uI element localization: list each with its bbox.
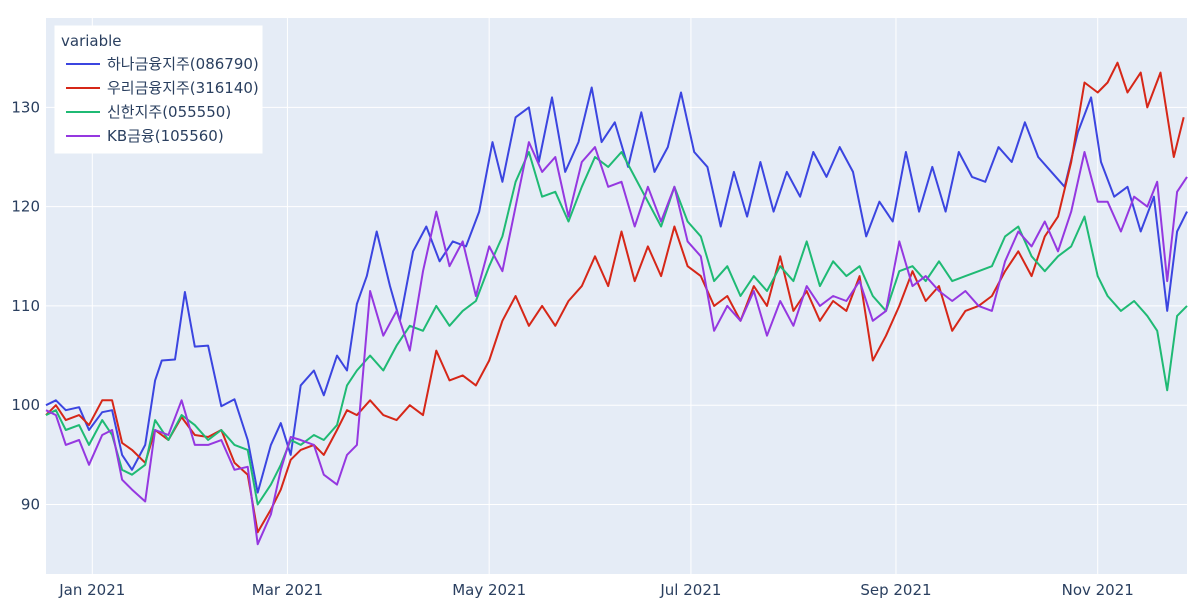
- series-line-1: [45, 61, 1185, 534]
- y-tick-label: 100: [11, 396, 40, 414]
- legend-entry-label[interactable]: KB금융(105560): [107, 127, 224, 145]
- x-tick-label: Nov 2021: [1062, 581, 1134, 599]
- series-lines: [45, 61, 1188, 546]
- legend-entry-label[interactable]: 하나금융지주(086790): [107, 55, 259, 73]
- x-tick-label: Sep 2021: [860, 581, 931, 599]
- y-tick-label: 110: [11, 297, 40, 315]
- x-axis-ticks: Jan 2021 Mar 2021 May 2021 Jul 2021 Sep 2021…: [58, 581, 1134, 599]
- series-line-3: [45, 141, 1188, 546]
- x-tick-label: Jul 2021: [659, 581, 721, 599]
- x-tick-label: May 2021: [452, 581, 526, 599]
- legend[interactable]: variable 하나금융지주(086790) 우리금융지주(316140) 신한지…: [54, 25, 263, 154]
- y-tick-label: 130: [11, 98, 40, 116]
- legend-entry-label[interactable]: 우리금융지주(316140): [107, 79, 259, 97]
- y-tick-label: 120: [11, 198, 40, 216]
- y-axis-ticks: 90 100 110 120 130: [11, 98, 40, 513]
- gridlines: [46, 18, 1187, 574]
- y-tick-label: 90: [21, 496, 40, 514]
- legend-title: variable: [61, 32, 122, 50]
- legend-box: [54, 25, 263, 154]
- x-tick-label: Jan 2021: [58, 581, 125, 599]
- series-line-0: [45, 86, 1188, 494]
- series-line-2: [45, 151, 1188, 506]
- x-tick-label: Mar 2021: [252, 581, 323, 599]
- legend-entry-label[interactable]: 신한지주(055550): [107, 103, 231, 121]
